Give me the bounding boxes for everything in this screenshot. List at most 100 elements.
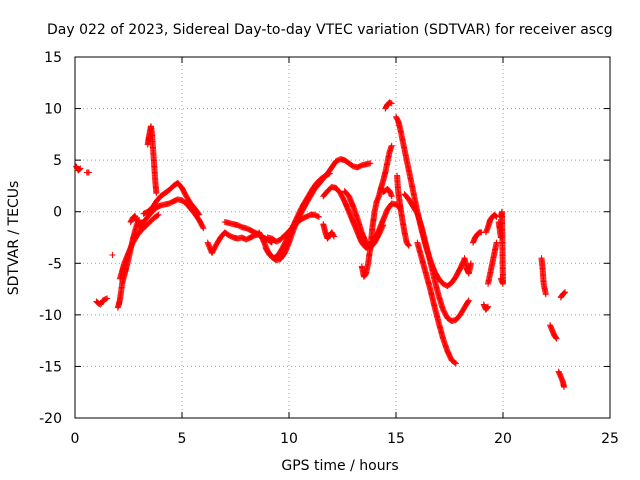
series-s34	[547, 322, 560, 342]
series-s10	[144, 123, 160, 197]
series-s04	[109, 252, 116, 259]
data-point	[484, 304, 491, 311]
data-point	[153, 190, 160, 197]
data-point	[497, 213, 504, 220]
series-s27	[470, 229, 485, 246]
series-s15	[264, 211, 322, 245]
series-s25	[414, 239, 459, 367]
data-point	[109, 252, 116, 259]
series-s01	[73, 163, 84, 174]
series-s03	[93, 295, 111, 308]
series-s12	[221, 219, 275, 246]
series-s11	[204, 229, 263, 256]
data-point	[465, 297, 472, 304]
data-point	[560, 384, 567, 391]
data-point	[493, 239, 500, 246]
data-point	[388, 100, 395, 107]
data-point	[103, 295, 110, 302]
series-s20	[380, 186, 395, 200]
series-s28	[480, 301, 492, 313]
data-point	[330, 233, 337, 240]
series-s19	[358, 142, 395, 280]
x-tick-label: 0	[71, 431, 80, 447]
data-point	[76, 166, 83, 173]
data-point	[561, 289, 568, 296]
data-point	[195, 210, 202, 217]
series-s24	[401, 191, 472, 325]
data-point	[200, 225, 207, 232]
data-point	[85, 169, 92, 176]
y-tick-label: 5	[53, 153, 62, 169]
data-point	[154, 212, 161, 219]
x-tick-label: 5	[178, 431, 187, 447]
data-point	[562, 289, 569, 296]
data-point	[104, 295, 111, 302]
chart-title: Day 022 of 2023, Sidereal Day-to-day VTE…	[47, 22, 613, 38]
grid	[75, 57, 610, 418]
x-tick-labels: 0 5 10 15 20 25	[71, 431, 619, 447]
data-point	[155, 211, 162, 218]
y-tick-label: 15	[44, 50, 62, 66]
data-point	[465, 298, 472, 305]
data-point	[380, 222, 387, 229]
y-tick-label: -15	[39, 359, 62, 375]
x-tick-label: 25	[601, 431, 619, 447]
data-point	[134, 217, 141, 224]
series-s29	[482, 211, 500, 236]
series-s18	[341, 188, 387, 251]
data-point	[452, 360, 459, 367]
series-s30	[485, 239, 500, 287]
data-point	[405, 241, 412, 248]
data-point	[485, 303, 492, 310]
data-point	[196, 211, 203, 218]
series-s21	[382, 99, 395, 112]
y-tick-label: -5	[48, 256, 62, 272]
data-point	[314, 213, 321, 220]
y-tick-label: 10	[44, 102, 62, 118]
data-point	[75, 166, 82, 173]
series-s32	[497, 208, 506, 287]
data-point	[553, 335, 560, 342]
data-point	[388, 193, 395, 200]
data-point	[387, 99, 394, 106]
series-s06	[116, 211, 162, 282]
series-s14	[262, 170, 333, 262]
y-tick-labels: -20 -15 -10 -5 0 5 10 15	[39, 50, 62, 427]
data-point	[405, 242, 412, 249]
y-tick-label: 0	[53, 205, 62, 221]
data-point	[330, 232, 337, 239]
data-point	[326, 170, 333, 177]
y-axis-label: SDTVAR / TECUs	[6, 181, 22, 296]
data-point	[452, 359, 459, 366]
series-s23	[394, 172, 412, 249]
data-point	[492, 213, 499, 220]
series-s16	[320, 221, 337, 242]
data-point	[552, 334, 559, 341]
plot-frame	[74, 56, 611, 419]
series-s35	[555, 368, 567, 391]
x-tick-label: 15	[387, 431, 405, 447]
data-point	[315, 213, 322, 220]
data-point	[325, 171, 332, 178]
data-point	[542, 291, 549, 298]
data-point	[492, 212, 499, 219]
data-point	[199, 224, 206, 231]
series-s33	[538, 255, 549, 298]
series-s02	[83, 169, 92, 176]
series-s07	[127, 212, 141, 226]
series-s09	[140, 179, 203, 218]
axis-ticks	[74, 56, 611, 419]
data-point	[560, 290, 567, 297]
data-point	[388, 142, 395, 149]
data-point	[367, 160, 374, 167]
data-series	[73, 99, 569, 391]
x-axis-label: GPS time / hours	[281, 458, 398, 474]
data-point	[77, 165, 84, 172]
y-tick-label: -20	[39, 411, 62, 427]
y-tick-label: -10	[39, 308, 62, 324]
data-point	[467, 260, 474, 267]
x-tick-label: 20	[494, 431, 512, 447]
x-tick-label: 10	[280, 431, 298, 447]
series-s36	[557, 289, 569, 301]
